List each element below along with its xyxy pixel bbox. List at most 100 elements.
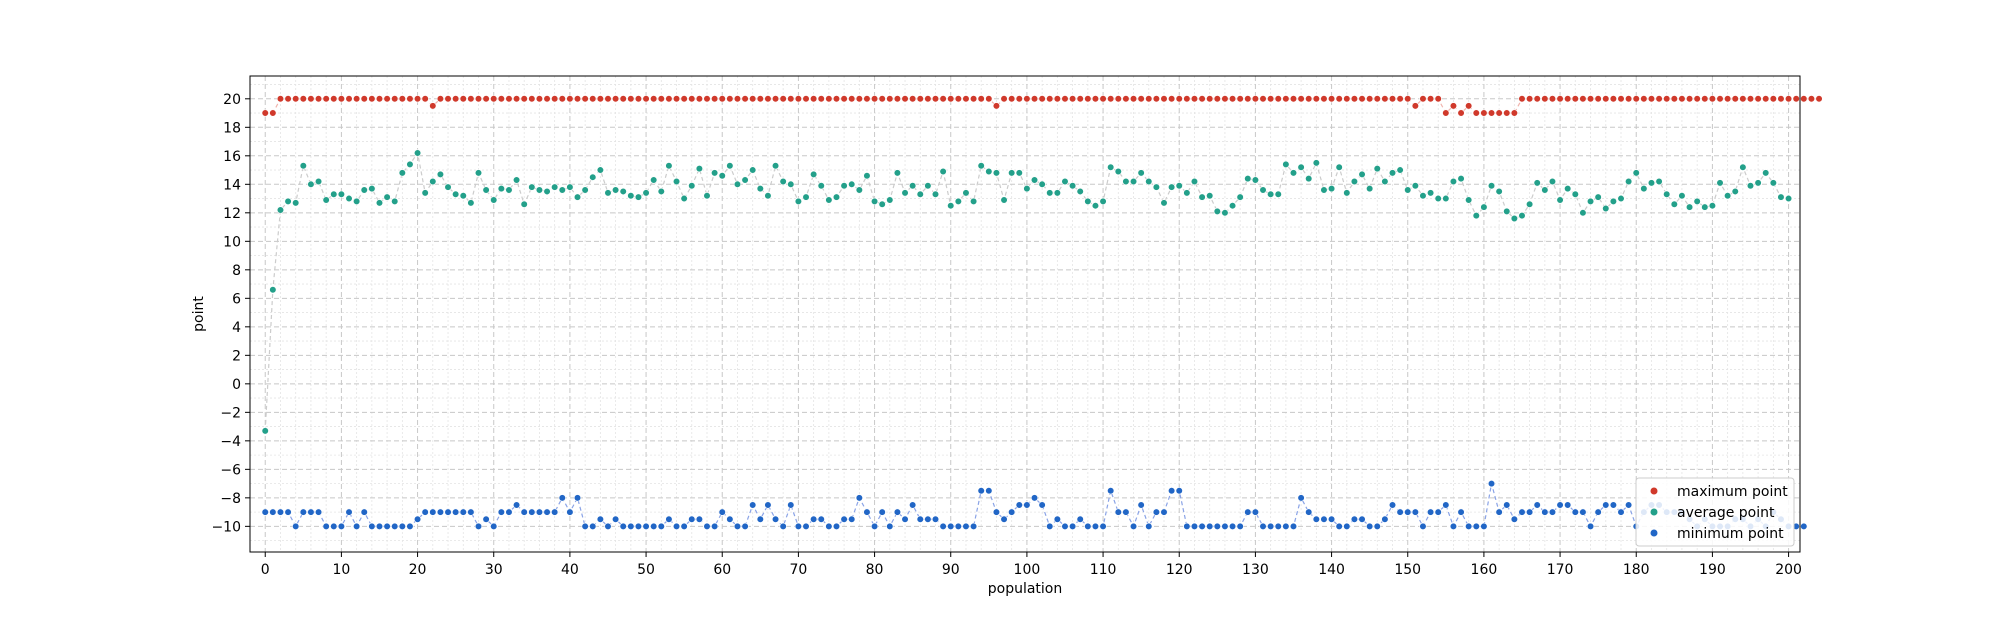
data-point bbox=[1800, 95, 1808, 103]
data-point bbox=[665, 162, 673, 170]
data-point bbox=[1076, 515, 1084, 523]
data-point bbox=[680, 522, 688, 530]
data-point bbox=[314, 95, 323, 103]
data-point bbox=[1289, 522, 1298, 530]
data-point bbox=[1388, 169, 1397, 177]
y-tick-label: 6 bbox=[232, 291, 241, 307]
data-point bbox=[497, 184, 505, 193]
data-point bbox=[398, 522, 406, 530]
data-point bbox=[1327, 515, 1336, 523]
x-tick-label: 80 bbox=[866, 562, 884, 578]
data-point bbox=[1480, 203, 1488, 211]
legend-marker-minimum bbox=[1650, 529, 1658, 537]
data-point bbox=[406, 95, 414, 103]
data-point bbox=[1282, 160, 1290, 168]
data-point bbox=[1206, 95, 1214, 103]
data-point bbox=[1769, 179, 1777, 187]
data-point bbox=[1008, 508, 1016, 516]
data-point bbox=[977, 95, 985, 103]
data-point bbox=[962, 189, 970, 197]
data-point bbox=[1030, 494, 1039, 502]
data-point bbox=[604, 522, 612, 530]
data-point bbox=[1038, 95, 1046, 103]
data-point bbox=[1640, 184, 1648, 193]
data-point bbox=[1510, 515, 1518, 523]
data-point bbox=[1556, 95, 1564, 103]
x-tick-label: 200 bbox=[1775, 562, 1802, 578]
data-point bbox=[749, 501, 757, 509]
data-point bbox=[1419, 522, 1427, 530]
data-point bbox=[1487, 109, 1496, 117]
data-point bbox=[589, 173, 597, 181]
data-point bbox=[429, 508, 437, 516]
data-point bbox=[1343, 95, 1351, 103]
data-point bbox=[1129, 95, 1138, 103]
data-point bbox=[1465, 196, 1473, 204]
data-point bbox=[535, 95, 544, 103]
data-point bbox=[292, 199, 300, 207]
data-point bbox=[1046, 189, 1054, 197]
data-point bbox=[1708, 95, 1717, 103]
data-point bbox=[634, 95, 643, 103]
data-point bbox=[893, 95, 902, 103]
data-point bbox=[474, 169, 483, 177]
data-point bbox=[1701, 203, 1709, 211]
y-tick-label: 4 bbox=[232, 320, 241, 336]
data-point bbox=[939, 167, 947, 176]
data-point bbox=[969, 522, 978, 530]
data-point bbox=[863, 95, 871, 103]
data-point bbox=[1206, 192, 1214, 200]
data-point bbox=[604, 95, 612, 103]
data-point bbox=[543, 95, 551, 103]
data-point bbox=[733, 95, 742, 103]
data-point bbox=[672, 95, 681, 103]
data-point bbox=[467, 508, 475, 516]
data-point bbox=[1762, 169, 1770, 177]
data-point bbox=[314, 177, 323, 186]
data-point bbox=[375, 522, 384, 530]
data-point bbox=[1251, 508, 1260, 516]
x-axis-label: population bbox=[988, 581, 1063, 597]
data-point bbox=[589, 95, 597, 103]
data-point bbox=[1579, 508, 1587, 516]
data-point bbox=[1495, 187, 1503, 196]
data-point bbox=[1137, 169, 1145, 177]
data-point bbox=[1061, 522, 1069, 530]
data-point bbox=[391, 197, 399, 206]
data-point bbox=[985, 95, 993, 103]
data-point bbox=[413, 515, 422, 523]
data-point bbox=[848, 95, 856, 103]
data-point bbox=[703, 522, 711, 530]
data-point bbox=[1495, 508, 1503, 516]
data-point bbox=[1008, 169, 1016, 177]
data-point bbox=[573, 95, 582, 103]
data-point bbox=[1267, 522, 1275, 530]
data-point bbox=[779, 177, 787, 186]
data-point bbox=[1449, 102, 1458, 110]
data-point bbox=[459, 95, 467, 103]
data-point bbox=[764, 192, 772, 200]
data-point bbox=[642, 522, 650, 530]
data-point bbox=[1152, 95, 1160, 103]
data-point bbox=[1564, 184, 1572, 193]
data-point bbox=[345, 194, 353, 203]
data-point bbox=[337, 522, 346, 530]
data-point bbox=[1716, 179, 1724, 187]
data-point bbox=[520, 508, 528, 516]
data-point bbox=[1076, 187, 1084, 196]
data-point bbox=[1091, 522, 1100, 530]
data-point bbox=[756, 95, 764, 103]
data-point bbox=[810, 515, 818, 523]
data-point bbox=[771, 95, 780, 103]
data-point bbox=[429, 102, 437, 110]
data-point bbox=[467, 199, 475, 207]
data-point bbox=[817, 515, 825, 523]
data-point bbox=[284, 95, 292, 103]
data-point bbox=[1305, 508, 1313, 516]
data-point bbox=[924, 95, 932, 103]
data-point bbox=[429, 177, 437, 186]
data-point bbox=[718, 95, 726, 103]
data-point bbox=[330, 522, 338, 530]
data-point bbox=[611, 95, 620, 103]
data-point bbox=[566, 508, 574, 516]
